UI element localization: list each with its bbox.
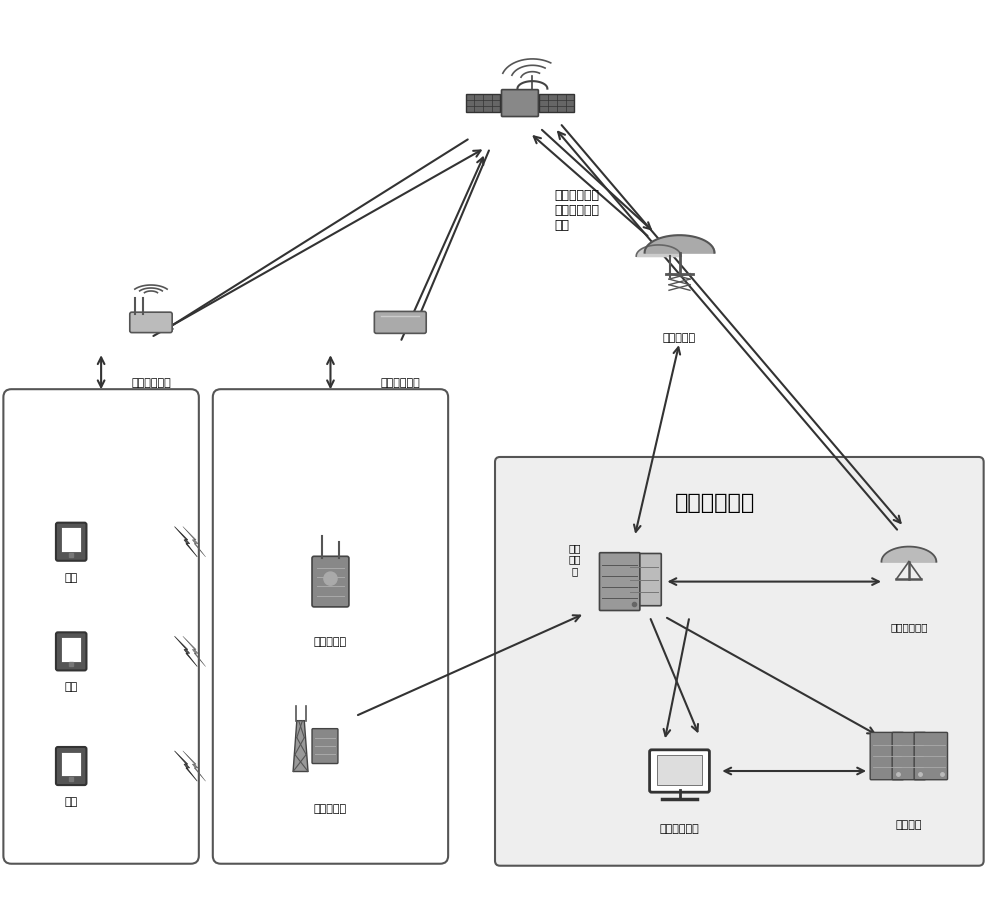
Polygon shape: [175, 527, 197, 557]
Text: 终端: 终端: [65, 796, 78, 806]
Polygon shape: [183, 527, 206, 557]
FancyBboxPatch shape: [501, 90, 538, 117]
FancyBboxPatch shape: [495, 457, 984, 866]
FancyBboxPatch shape: [56, 632, 86, 671]
Text: 通信
服务
器: 通信 服务 器: [569, 542, 581, 575]
Circle shape: [324, 573, 337, 585]
Text: 指挥调度平台: 指挥调度平台: [660, 823, 699, 833]
Text: 数据中心: 数据中心: [896, 819, 922, 829]
Text: 终端: 终端: [65, 682, 78, 692]
Polygon shape: [175, 751, 197, 781]
FancyBboxPatch shape: [539, 95, 574, 113]
FancyBboxPatch shape: [650, 750, 709, 792]
FancyBboxPatch shape: [914, 732, 948, 780]
FancyBboxPatch shape: [61, 638, 81, 662]
Text: 天通、亚星、
中星、海事卫
星等: 天通、亚星、 中星、海事卫 星等: [555, 189, 600, 232]
FancyBboxPatch shape: [61, 528, 81, 552]
FancyBboxPatch shape: [130, 313, 172, 333]
Polygon shape: [183, 751, 206, 781]
Text: 固定式基站: 固定式基站: [314, 803, 347, 813]
FancyBboxPatch shape: [61, 752, 81, 777]
FancyBboxPatch shape: [3, 390, 199, 864]
FancyBboxPatch shape: [599, 553, 640, 611]
FancyBboxPatch shape: [466, 95, 500, 113]
Text: 卫星通信设备: 卫星通信设备: [890, 621, 928, 631]
Text: 卫星转接设备: 卫星转接设备: [131, 378, 171, 388]
FancyBboxPatch shape: [213, 390, 448, 864]
FancyBboxPatch shape: [374, 312, 426, 334]
FancyBboxPatch shape: [56, 523, 86, 561]
Polygon shape: [293, 721, 308, 771]
FancyBboxPatch shape: [870, 732, 904, 780]
FancyBboxPatch shape: [892, 732, 926, 780]
FancyBboxPatch shape: [312, 729, 338, 764]
Polygon shape: [183, 637, 206, 667]
Text: 指挥调度中心: 指挥调度中心: [675, 492, 756, 512]
Text: 卫星转接设备: 卫星转接设备: [380, 378, 420, 388]
Polygon shape: [175, 637, 197, 667]
Text: 终端: 终端: [65, 572, 78, 582]
FancyBboxPatch shape: [657, 755, 702, 786]
FancyBboxPatch shape: [56, 747, 86, 786]
Text: 便携式基站: 便携式基站: [314, 637, 347, 647]
FancyBboxPatch shape: [312, 557, 349, 607]
FancyBboxPatch shape: [627, 554, 661, 606]
Text: 卫星信关站: 卫星信关站: [663, 333, 696, 343]
